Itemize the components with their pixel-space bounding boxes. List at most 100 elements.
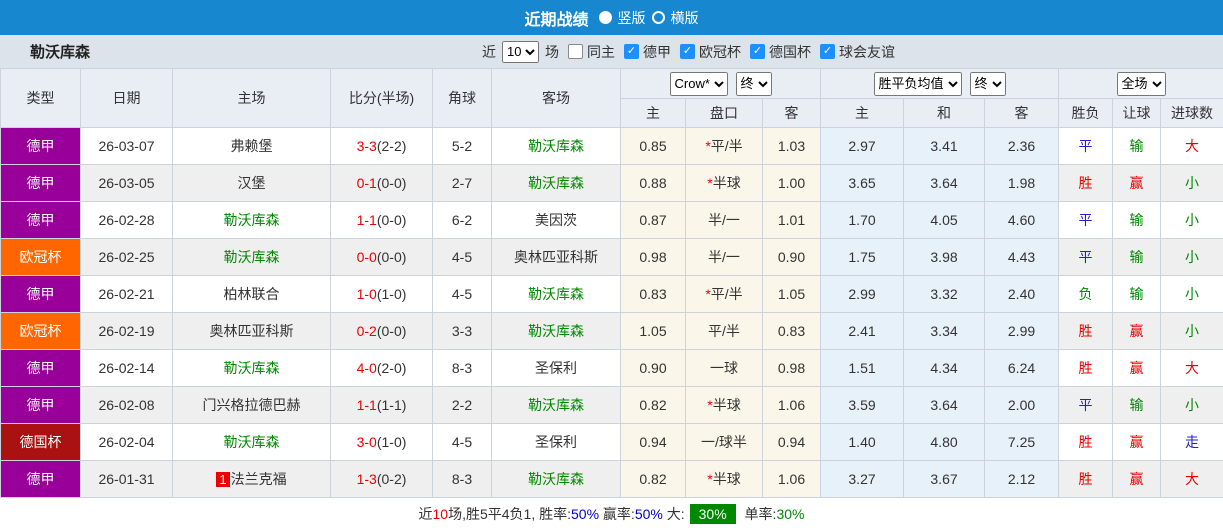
wdw-final-select[interactable]: 终 (970, 72, 1006, 96)
horizontal-layout-radio[interactable] (652, 11, 665, 24)
full-time-score: 1-1 (357, 397, 377, 413)
full-time-score: 1-0 (357, 286, 377, 302)
match-date: 26-03-07 (81, 128, 173, 165)
home-handicap-odds: 0.94 (621, 424, 686, 461)
away-team[interactable]: 勒沃库森 (528, 138, 584, 154)
corners: 8-3 (433, 461, 492, 498)
away-handicap-odds: 1.05 (763, 276, 821, 313)
summary-bar: 近10场,胜5平4负1, 胜率:50% 赢率:50% 大:30% 单率:30% (0, 498, 1223, 530)
handicap-line: 半球 (713, 471, 741, 487)
league-badge: 德甲 (1, 165, 81, 202)
match-row: 欧冠杯 26-02-19 奥林匹亚科斯 0-2(0-0) 3-3 勒沃库森 1.… (1, 313, 1223, 350)
handicap-final-select[interactable]: 终 (736, 72, 772, 96)
team-name: 勒沃库森 (30, 41, 90, 62)
away-team[interactable]: 勒沃库森 (528, 286, 584, 302)
recent-results-title: 近期战绩 (524, 6, 588, 30)
handicap-select-group: Crow* 终 (621, 69, 821, 99)
rank-badge: 1 (216, 472, 229, 487)
goals-result: 小 (1161, 276, 1223, 313)
home-team[interactable]: 门兴格拉德巴赫 (203, 397, 301, 413)
col-date-header: 日期 (81, 69, 173, 128)
half-time-score: (1-1) (377, 397, 407, 413)
home-team[interactable]: 勒沃库森 (224, 212, 280, 228)
avg-lose-odds: 2.40 (985, 276, 1059, 313)
summary-part: 胜率: (539, 506, 571, 522)
match-row: 欧冠杯 26-02-25 勒沃库森 0-0(0-0) 4-5 奥林匹亚科斯 0.… (1, 239, 1223, 276)
away-handicap-odds: 1.00 (763, 165, 821, 202)
match-date: 26-03-05 (81, 165, 173, 202)
handicap-line: 平/半 (708, 323, 740, 339)
wdw-average-select[interactable]: 胜平负均值 (874, 72, 962, 96)
col-score-header: 比分(半场) (331, 69, 433, 128)
summary-part: 50% (571, 506, 599, 522)
horizontal-layout-label: 横版 (671, 8, 699, 28)
handicap-line: 一球 (710, 360, 738, 376)
avg-lose-odds: 1.98 (985, 165, 1059, 202)
away-team[interactable]: 奥林匹亚科斯 (514, 249, 598, 265)
home-handicap-odds: 0.87 (621, 202, 686, 239)
vertical-layout-label: 竖版 (618, 8, 646, 28)
away-team[interactable]: 圣保利 (535, 360, 577, 376)
full-time-score: 0-2 (357, 323, 377, 339)
home-team[interactable]: 汉堡 (238, 175, 266, 191)
home-team[interactable]: 柏林联合 (224, 286, 280, 302)
col-corner-header: 角球 (433, 69, 492, 128)
league-checkbox-champions[interactable]: ✓ (680, 44, 695, 59)
vertical-layout-radio[interactable] (599, 11, 612, 24)
home-handicap-odds: 0.83 (621, 276, 686, 313)
bookmaker-select[interactable]: Crow* (670, 72, 728, 96)
away-team[interactable]: 圣保利 (535, 434, 577, 450)
col-away-header: 客场 (492, 69, 621, 128)
recent-count-select[interactable]: 10 (502, 41, 539, 63)
results-body: 德甲 26-03-07 弗赖堡 3-3(2-2) 5-2 勒沃库森 0.85 *… (1, 128, 1223, 498)
home-team[interactable]: 奥林匹亚科斯 (210, 323, 294, 339)
away-handicap-odds: 0.83 (763, 313, 821, 350)
away-handicap-odds: 1.03 (763, 128, 821, 165)
league-checkbox-cup[interactable]: ✓ (750, 44, 765, 59)
fulltime-select[interactable]: 全场 (1117, 72, 1166, 96)
avg-win-odds: 3.27 (821, 461, 904, 498)
subheader-handicap-home: 主 (621, 99, 686, 128)
league-checkbox-bundesliga[interactable]: ✓ (624, 44, 639, 59)
league-badge: 德甲 (1, 387, 81, 424)
topbar: 近期战绩 竖版 横版 (0, 0, 1223, 35)
league-checkbox-friendly[interactable]: ✓ (820, 44, 835, 59)
home-team[interactable]: 勒沃库森 (224, 249, 280, 265)
full-time-score: 1-1 (357, 212, 377, 228)
home-team[interactable]: 弗赖堡 (231, 138, 273, 154)
avg-lose-odds: 2.12 (985, 461, 1059, 498)
half-time-score: (0-0) (377, 212, 407, 228)
same-home-checkbox[interactable] (568, 44, 583, 59)
spread-result: 赢 (1113, 165, 1161, 202)
corners: 2-2 (433, 387, 492, 424)
away-team[interactable]: 勒沃库森 (528, 175, 584, 191)
spread-result: 赢 (1113, 313, 1161, 350)
handicap-line: 半/一 (708, 212, 740, 228)
subheader-handicap-away: 客 (763, 99, 821, 128)
home-team[interactable]: 法兰克福 (231, 471, 287, 487)
away-team[interactable]: 勒沃库森 (528, 397, 584, 413)
handicap-line: 半/一 (708, 249, 740, 265)
away-handicap-odds: 1.06 (763, 461, 821, 498)
avg-win-odds: 2.41 (821, 313, 904, 350)
match-date: 26-02-08 (81, 387, 173, 424)
home-team[interactable]: 勒沃库森 (224, 360, 280, 376)
half-time-score: (0-0) (377, 249, 407, 265)
wdl-result: 胜 (1059, 313, 1113, 350)
handicap-line: 平/半 (711, 138, 743, 154)
away-team[interactable]: 勒沃库森 (528, 323, 584, 339)
half-time-score: (0-2) (377, 471, 407, 487)
away-team[interactable]: 美因茨 (535, 212, 577, 228)
results-table: 类型 日期 主场 比分(半场) 角球 客场 Crow* 终 胜平负均值 终 全场 (0, 68, 1223, 498)
home-handicap-odds: 0.85 (621, 128, 686, 165)
full-time-score: 0-0 (357, 249, 377, 265)
avg-lose-odds: 4.60 (985, 202, 1059, 239)
home-team[interactable]: 勒沃库森 (224, 434, 280, 450)
match-row: 德甲 26-03-05 汉堡 0-1(0-0) 2-7 勒沃库森 0.88 *半… (1, 165, 1223, 202)
avg-lose-odds: 2.99 (985, 313, 1059, 350)
away-team[interactable]: 勒沃库森 (528, 471, 584, 487)
wdl-result: 平 (1059, 202, 1113, 239)
home-handicap-odds: 0.98 (621, 239, 686, 276)
away-handicap-odds: 0.94 (763, 424, 821, 461)
